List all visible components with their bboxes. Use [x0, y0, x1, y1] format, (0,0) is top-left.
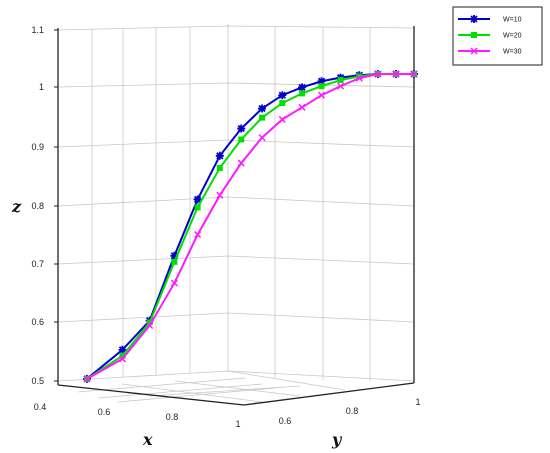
marker-square	[194, 204, 201, 211]
x-axis-label: x	[142, 430, 153, 449]
marker-square	[119, 352, 126, 359]
marker-x	[83, 375, 91, 383]
marker-square	[318, 83, 325, 90]
legend-item: W=30	[458, 47, 522, 56]
x-tick-label: 0.8	[166, 412, 179, 422]
marker-x	[392, 70, 400, 78]
marker-star	[298, 83, 307, 92]
marker-star	[470, 15, 478, 23]
series-w-10	[83, 70, 418, 383]
grid-line-floor	[121, 383, 263, 403]
grid-line-z	[57, 82, 415, 88]
marker-x	[146, 321, 154, 330]
marker-square	[356, 73, 363, 80]
grid	[57, 24, 415, 403]
marker-square	[146, 319, 153, 326]
series-line	[86, 73, 414, 380]
marker-square	[238, 136, 245, 143]
x-tick-label: 0.6	[98, 407, 111, 417]
grid-line-floor	[227, 370, 346, 391]
marker-square	[171, 258, 178, 265]
marker-x	[317, 91, 326, 99]
marker-star	[215, 151, 224, 160]
marker-star	[237, 124, 246, 133]
marker-square	[279, 100, 286, 107]
marker-star	[118, 345, 127, 354]
z-tick-label: 0.8	[31, 201, 44, 211]
legend-label: W=10	[503, 17, 522, 24]
x-axis-line	[57, 384, 245, 406]
marker-square	[471, 32, 477, 38]
marker-square	[216, 164, 223, 171]
marker-x	[194, 231, 202, 239]
marker-x	[170, 279, 178, 287]
z-axis-label: z	[11, 197, 22, 216]
grid-line-floor	[117, 387, 276, 403]
y-axis-label: y	[331, 430, 343, 449]
grid-line-z	[57, 255, 415, 265]
marker-x	[337, 82, 345, 90]
grid-line-z	[57, 312, 415, 323]
series-w-30	[83, 70, 418, 383]
x-tick-label: 1	[235, 419, 240, 429]
grid-line-floor	[149, 385, 301, 397]
grid-line-z	[57, 196, 415, 207]
series-group	[83, 70, 418, 383]
series-w-20	[84, 71, 417, 382]
marker-x	[410, 70, 418, 78]
marker-star	[170, 251, 179, 260]
marker-star	[193, 195, 202, 204]
marker-x	[237, 159, 245, 167]
marker-x	[470, 47, 478, 55]
tick-labels: 0.5 0.6 0.7 0.8 0.9 1 1.1 0.4 0.6 0.8 1 0.6 0.8 1	[31, 25, 420, 429]
y-axis-line	[243, 382, 415, 406]
marker-x	[118, 355, 127, 363]
marker-x	[355, 74, 363, 82]
marker-square	[299, 90, 306, 97]
series-line	[86, 73, 414, 380]
z-tick-label: 0.9	[31, 142, 44, 152]
x-tick-label: 0.4	[34, 402, 47, 412]
y-tick-label: 0.8	[346, 406, 359, 416]
marker-x	[258, 134, 266, 142]
marker-star	[278, 91, 287, 100]
grid-line-floor	[97, 383, 263, 399]
marker-square	[259, 114, 266, 121]
legend-item: W=20	[458, 32, 522, 40]
marker-x	[278, 115, 286, 123]
y-tick-label: 0.6	[279, 416, 292, 426]
legend-item: W=10	[458, 15, 522, 24]
grid-line-floor	[174, 380, 301, 397]
legend-label: W=20	[503, 33, 522, 40]
marker-x	[216, 191, 224, 199]
z-tick-label: 1.1	[31, 25, 44, 35]
marker-x	[298, 103, 306, 111]
y-tick-label: 1	[415, 397, 420, 407]
z-tick-label: 0.7	[31, 259, 44, 269]
z-tick-label: 0.6	[31, 317, 44, 327]
marker-star	[258, 104, 267, 113]
grid-line-z	[57, 25, 415, 31]
legend-label: W=30	[503, 49, 522, 56]
marker-star	[317, 77, 326, 86]
marker-x	[374, 70, 382, 78]
z-tick-label: 1	[39, 82, 44, 92]
legend: W=10 W=20 W=30	[452, 6, 543, 66]
z-tick-label: 0.5	[31, 376, 44, 386]
marker-square	[337, 77, 344, 84]
